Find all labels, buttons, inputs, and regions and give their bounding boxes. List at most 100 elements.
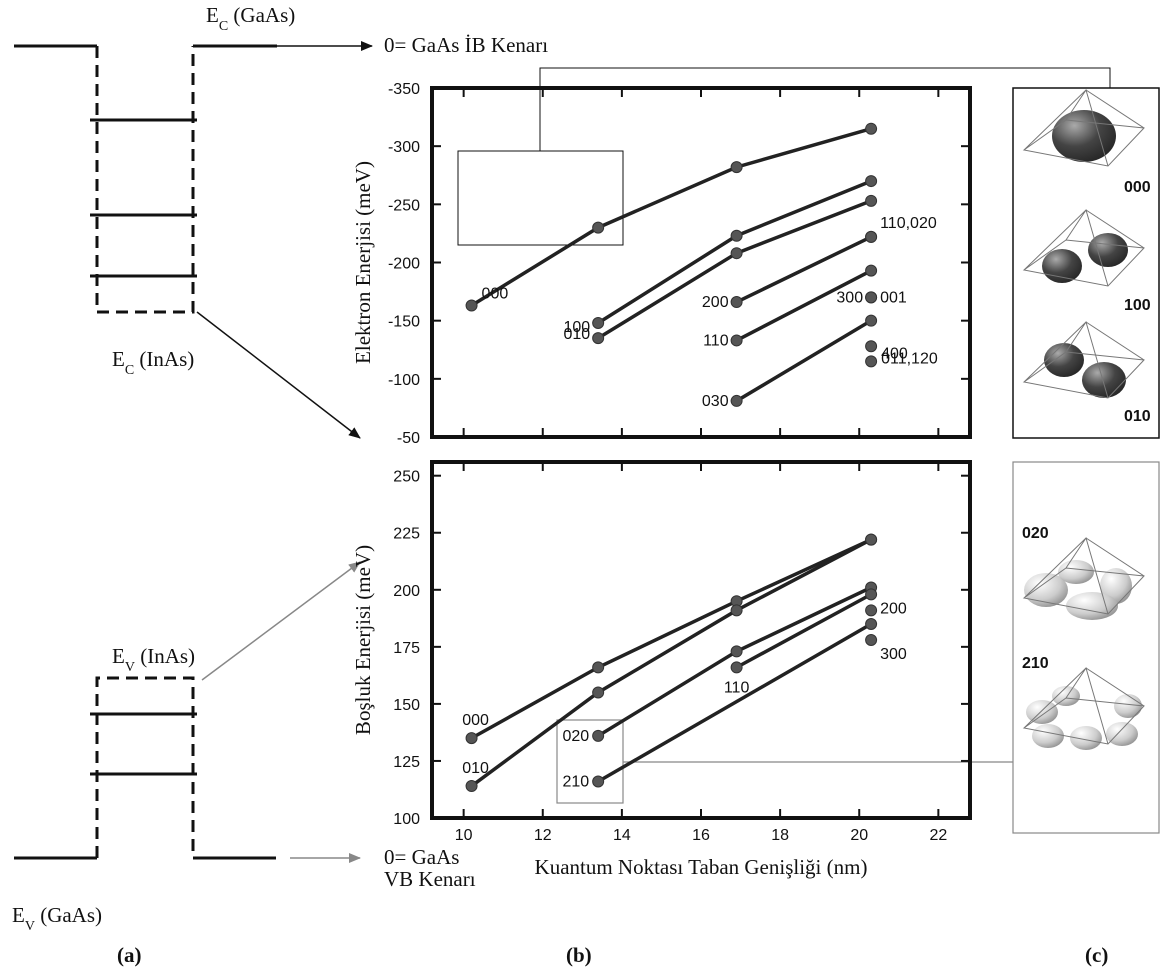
data-point bbox=[730, 604, 743, 617]
data-point bbox=[865, 194, 878, 207]
series-line bbox=[597, 622, 872, 784]
data-point bbox=[730, 645, 743, 658]
point-label: 020 bbox=[562, 728, 589, 745]
cb-zero-label: 0= GaAs İB Kenarı bbox=[384, 33, 548, 57]
point-label: 000 bbox=[482, 286, 509, 303]
state-label: 100 bbox=[1124, 297, 1151, 314]
point-label: 200 bbox=[880, 600, 907, 617]
wavefunction-010 bbox=[1023, 321, 1145, 399]
data-point bbox=[730, 161, 743, 174]
data-point bbox=[592, 686, 605, 699]
ec-gaas-label: EC (GaAs) bbox=[206, 3, 295, 34]
data-point bbox=[465, 732, 478, 745]
data-point bbox=[730, 296, 743, 309]
point-label: 011,120 bbox=[881, 350, 938, 367]
series-line bbox=[470, 537, 872, 740]
y-axis-label: Boşluk Enerjisi (meV) bbox=[351, 545, 375, 735]
vb-zero-label: 0= GaAs bbox=[384, 845, 459, 869]
data-point bbox=[865, 175, 878, 188]
data-point bbox=[730, 229, 743, 242]
point-label: 300 bbox=[880, 646, 907, 663]
data-point bbox=[865, 634, 878, 646]
y-tick-label: -100 bbox=[388, 372, 420, 389]
wavefunction-020 bbox=[1023, 537, 1145, 620]
data-point bbox=[865, 291, 878, 304]
point-label: 100 bbox=[563, 319, 590, 336]
point-label: 300 bbox=[836, 289, 863, 306]
inas-conduction-well bbox=[95, 46, 195, 314]
data-point bbox=[730, 247, 743, 260]
ev-gaas-label: EV (GaAs) bbox=[12, 903, 102, 934]
data-point bbox=[865, 230, 878, 243]
plot-frame bbox=[430, 86, 972, 439]
data-point bbox=[592, 221, 605, 234]
series-line bbox=[735, 592, 872, 669]
point-label: 110 bbox=[724, 679, 750, 696]
data-point bbox=[592, 661, 605, 674]
data-point bbox=[730, 394, 743, 407]
arrow bbox=[196, 311, 361, 439]
point-label: 010 bbox=[563, 326, 590, 343]
vb-zero-label: VB Kenarı bbox=[384, 867, 476, 891]
y-tick-label: -250 bbox=[388, 197, 420, 214]
panel-label: (c) bbox=[1085, 943, 1108, 967]
x-axis-label: Kuantum Noktası Taban Genişliği (nm) bbox=[535, 855, 868, 879]
y-tick-label: -150 bbox=[388, 314, 420, 331]
wavefunction-panel bbox=[1012, 461, 1160, 834]
x-tick-label: 12 bbox=[534, 827, 552, 844]
panel-label: (b) bbox=[566, 943, 592, 967]
series-line bbox=[470, 127, 872, 308]
charts: -50 -100 -150 -200 -250 -300 -350 Elektron Ener… bbox=[351, 81, 972, 879]
y-axis-label: Elektron Enerjisi (meV) bbox=[351, 161, 375, 364]
plot-frame bbox=[430, 460, 972, 820]
point-label: 030 bbox=[702, 393, 729, 410]
wavefunction-210 bbox=[1023, 667, 1145, 750]
wavefunction-000 bbox=[1023, 89, 1145, 167]
data-point bbox=[865, 604, 878, 617]
point-label: 010 bbox=[462, 760, 489, 777]
state-label: 020 bbox=[1022, 525, 1049, 542]
state-label: 000 bbox=[1124, 179, 1151, 196]
point-label: 210 bbox=[562, 773, 589, 790]
data-point bbox=[730, 661, 743, 674]
y-tick-label: -300 bbox=[388, 139, 420, 156]
series-line bbox=[470, 538, 872, 788]
y-tick-label: -50 bbox=[397, 430, 420, 447]
data-point bbox=[865, 533, 878, 546]
callout-line bbox=[539, 67, 1111, 151]
x-tick-label: 20 bbox=[850, 827, 868, 844]
inas-valence-well bbox=[95, 676, 195, 858]
point-label: 110,020 bbox=[880, 215, 937, 232]
series-line bbox=[597, 199, 872, 340]
point-label: 200 bbox=[702, 294, 729, 311]
y-tick-label: 175 bbox=[393, 640, 420, 657]
y-tick-label: 225 bbox=[393, 526, 420, 543]
data-point bbox=[865, 340, 878, 353]
data-point bbox=[592, 729, 605, 742]
chart: -50 -100 -150 -200 -250 -300 -350 Elektron Ener… bbox=[351, 81, 972, 447]
point-label: 000 bbox=[462, 712, 489, 729]
y-tick-label: 100 bbox=[393, 811, 420, 828]
arrow bbox=[201, 561, 361, 681]
panel-label: (a) bbox=[117, 943, 142, 967]
x-tick-label: 14 bbox=[613, 827, 631, 844]
series-line bbox=[735, 235, 872, 304]
point-label: 110 bbox=[703, 332, 729, 349]
data-point bbox=[592, 332, 605, 345]
electron-levels bbox=[90, 118, 197, 278]
data-point bbox=[865, 588, 878, 601]
y-tick-label: -200 bbox=[388, 256, 420, 273]
point-label: 400 bbox=[881, 345, 908, 362]
data-point bbox=[465, 780, 478, 793]
data-point bbox=[592, 775, 605, 788]
point-label: 001 bbox=[880, 289, 907, 306]
wavefunction-100 bbox=[1023, 209, 1145, 287]
x-tick-label: 18 bbox=[771, 827, 789, 844]
state-label: 010 bbox=[1124, 408, 1151, 425]
band-diagram: EC (GaAs) EC (InAs) EV (InAs) EV (GaAs) bbox=[12, 3, 373, 934]
data-point bbox=[865, 618, 878, 631]
state-label: 210 bbox=[1022, 655, 1049, 672]
data-point bbox=[465, 299, 478, 312]
data-point bbox=[865, 122, 878, 135]
